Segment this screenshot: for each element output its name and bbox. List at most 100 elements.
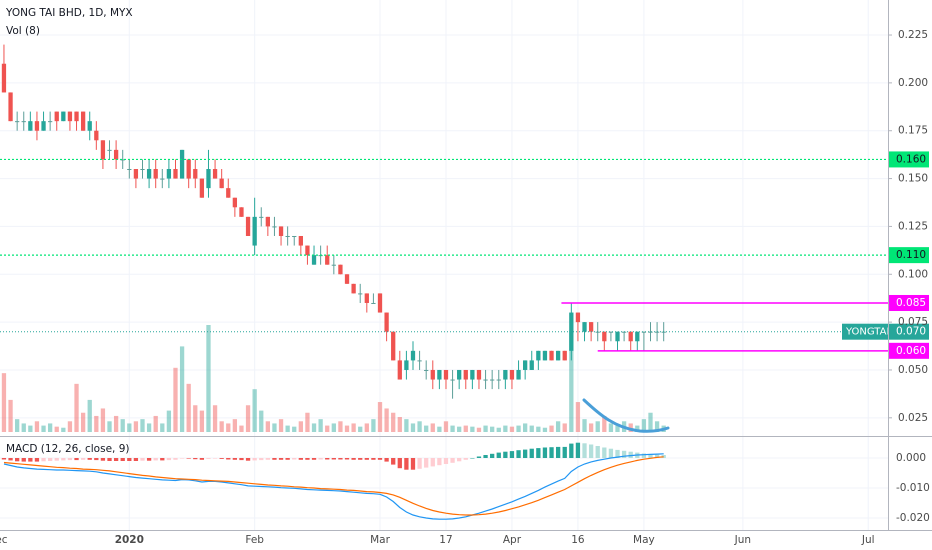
macd-histogram-bar [483, 455, 488, 458]
x-tick-label: 17 [439, 534, 452, 546]
macd-histogram-bar [47, 458, 53, 461]
macd-histogram-bar [173, 458, 178, 460]
volume-bar [166, 410, 172, 432]
candle-body [371, 302, 376, 304]
symbol-label: YONGTAI [845, 327, 889, 338]
x-tick-label: Jul [861, 534, 875, 546]
macd-histogram-bar [193, 458, 198, 460]
volume-bar [569, 330, 574, 432]
volume-bar [127, 423, 132, 432]
candle-body [648, 331, 653, 333]
macd-histogram-bar [272, 458, 277, 460]
macd-histogram-bar [113, 458, 119, 461]
volume-bar [437, 426, 442, 432]
macd-histogram-bar [120, 458, 125, 461]
macd-histogram-bar [67, 458, 73, 461]
candle-body [34, 121, 40, 131]
volume-bar [602, 415, 607, 432]
candle-body [391, 331, 396, 361]
macd-histogram-bar [107, 458, 112, 461]
candle-body [166, 169, 172, 179]
level-label-box [889, 294, 929, 311]
volume-bar [608, 423, 614, 432]
macd-histogram-bar [219, 458, 224, 459]
candle-body [608, 331, 614, 333]
volume-bar [404, 419, 409, 432]
candle-body [424, 369, 429, 371]
volume-bar [47, 423, 53, 432]
volume-bar [94, 415, 99, 432]
volume-bar [298, 421, 303, 432]
macd-histogram-bar [615, 449, 620, 458]
candle-body [536, 350, 541, 361]
level-label: 0.160 [896, 153, 926, 165]
macd-histogram-bar [443, 458, 449, 464]
macd-histogram-bar [226, 458, 231, 460]
candle-body [562, 350, 567, 361]
macd-histogram-bar [41, 458, 46, 462]
candle-body [311, 255, 317, 265]
overlay: 0.160 0.110 0.085 0.060 YONGTAI 0.070 [0, 151, 929, 359]
volume-bar [463, 425, 468, 432]
candle-body [549, 350, 554, 361]
volume-bar [384, 408, 389, 432]
macd-histogram-bar [239, 458, 244, 461]
candle-body [232, 197, 238, 208]
candle-body [582, 322, 587, 332]
volume-bar [265, 421, 270, 432]
volume-bar [529, 425, 534, 432]
candle-body [628, 331, 633, 342]
macd-histogram-bar [509, 451, 515, 458]
volume-bar [206, 325, 211, 432]
candle-body [555, 350, 561, 361]
candle-body [344, 274, 350, 284]
x-tick-label: Apr [503, 534, 522, 546]
macd-histogram-bar [358, 458, 363, 460]
volume-bar [219, 421, 224, 432]
volume-bar [179, 346, 185, 432]
volume-bar [450, 425, 455, 432]
macd-tick-label: -0.020 [896, 512, 930, 524]
candle-body [325, 255, 330, 265]
volume-bar [1, 373, 7, 432]
macd-histogram-bar [562, 446, 567, 458]
candle-body [21, 121, 26, 123]
candle-body [450, 379, 455, 381]
volume-bar [113, 415, 119, 432]
volume-bar [331, 423, 336, 432]
macd-histogram-bar [21, 458, 26, 462]
candle-body [87, 121, 92, 131]
macd-histogram-bar [140, 458, 145, 461]
volume-bar [470, 426, 475, 432]
macd-histogram-bar [621, 450, 627, 458]
macd-histogram-bar [8, 458, 13, 461]
level-label: 0.110 [896, 249, 926, 261]
macd-histogram-bar [549, 447, 554, 458]
volume-bar [490, 426, 495, 432]
volume-bar [536, 426, 541, 432]
candle-body [54, 111, 59, 122]
candle-body [377, 293, 383, 313]
drawn-curve [582, 398, 670, 433]
macd-histogram-bar [661, 455, 666, 458]
candle-body [127, 169, 132, 171]
candle-body [410, 350, 416, 361]
volume-bar [61, 427, 66, 432]
volume-bar [67, 421, 73, 432]
candle-body [272, 226, 277, 228]
macd-histogram-bar [457, 458, 462, 462]
candle-body [496, 379, 501, 381]
volume-bar [15, 419, 20, 432]
candle-body [153, 169, 158, 179]
candle-body [516, 369, 521, 380]
macd-histogram-bar [384, 458, 389, 462]
y-tick-label: 0.125 [898, 220, 928, 232]
candle-body [67, 111, 73, 122]
macd-histogram-bar [351, 458, 356, 460]
volume-bar [391, 412, 396, 432]
candle-body [351, 283, 356, 294]
volume-bar [186, 383, 191, 432]
macd-histogram-bar [410, 458, 416, 470]
candle-body [417, 360, 422, 362]
macd-histogram-bar [325, 458, 330, 460]
